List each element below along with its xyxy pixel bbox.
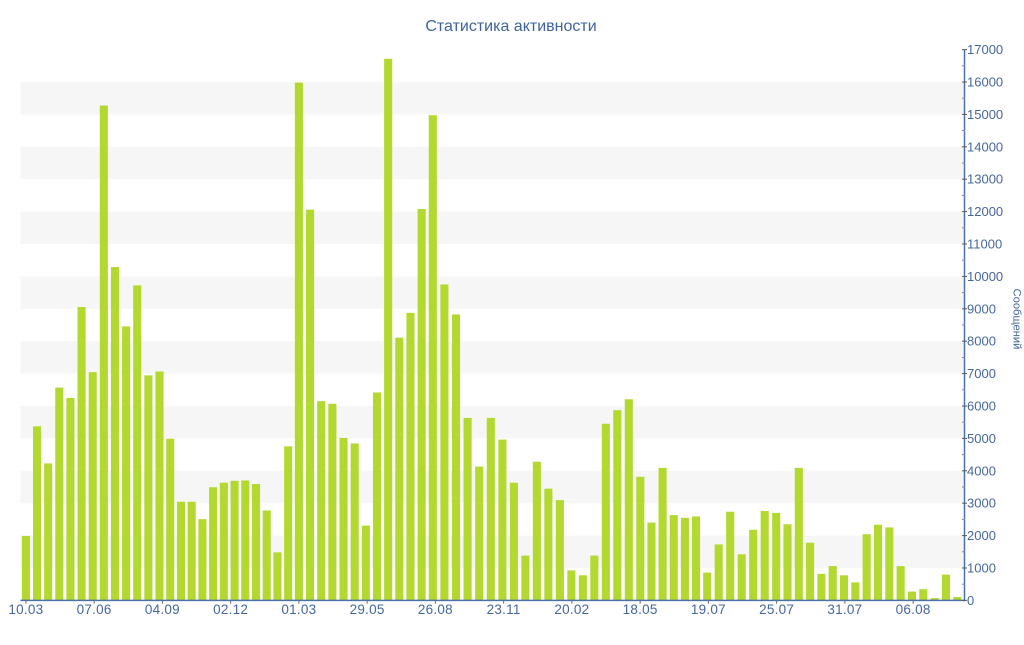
svg-text:10000: 10000 (967, 269, 1003, 284)
svg-text:31.07: 31.07 (827, 602, 862, 617)
svg-text:18.05: 18.05 (623, 602, 658, 617)
svg-text:19.07: 19.07 (691, 602, 726, 617)
svg-text:20.02: 20.02 (554, 602, 589, 617)
svg-text:01.03: 01.03 (281, 602, 316, 617)
svg-text:29.05: 29.05 (350, 602, 385, 617)
svg-text:9000: 9000 (967, 301, 996, 316)
svg-text:12000: 12000 (967, 204, 1003, 219)
svg-text:15000: 15000 (967, 107, 1003, 122)
svg-text:6000: 6000 (967, 399, 996, 414)
svg-text:07.06: 07.06 (77, 602, 112, 617)
svg-text:8000: 8000 (967, 334, 996, 349)
svg-text:02.12: 02.12 (213, 602, 248, 617)
svg-text:26.08: 26.08 (418, 602, 453, 617)
svg-text:4000: 4000 (967, 463, 996, 478)
svg-text:06.08: 06.08 (896, 602, 931, 617)
svg-text:14000: 14000 (967, 139, 1003, 154)
svg-text:3000: 3000 (967, 496, 996, 511)
svg-text:04.09: 04.09 (145, 602, 180, 617)
svg-text:5000: 5000 (967, 431, 996, 446)
svg-text:7000: 7000 (967, 366, 996, 381)
svg-text:Сообщений: Сообщений (1011, 289, 1023, 350)
svg-text:0: 0 (967, 593, 974, 608)
svg-text:23.11: 23.11 (487, 602, 521, 617)
svg-text:17000: 17000 (967, 42, 1003, 57)
svg-text:Статистика активности: Статистика активности (425, 18, 596, 35)
svg-text:13000: 13000 (967, 172, 1003, 187)
svg-text:25.07: 25.07 (759, 602, 794, 617)
svg-text:2000: 2000 (967, 528, 996, 543)
svg-text:10.03: 10.03 (8, 602, 43, 617)
svg-text:16000: 16000 (967, 75, 1003, 90)
svg-text:1000: 1000 (967, 561, 996, 576)
svg-text:11000: 11000 (967, 237, 1002, 252)
